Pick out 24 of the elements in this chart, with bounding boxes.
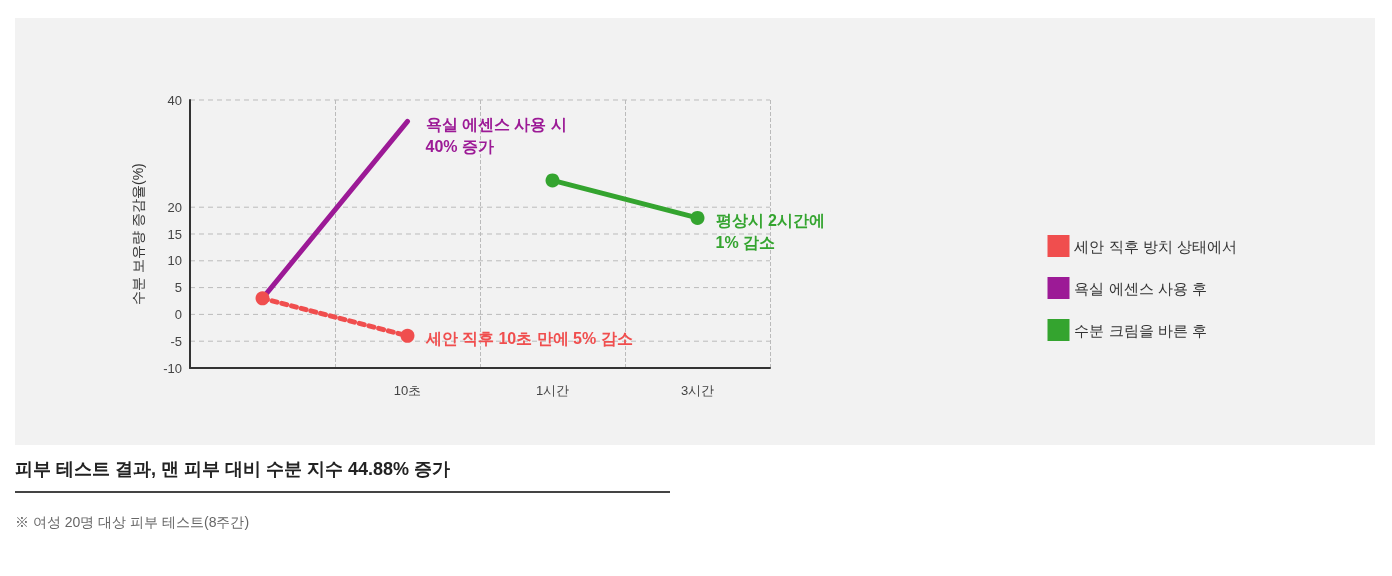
legend-label: 욕실 에센스 사용 후 (1074, 279, 1208, 297)
y-tick-label: 20 (167, 199, 182, 215)
legend-label: 세안 직후 방치 상태에서 (1074, 237, 1238, 255)
y-tick-label: 40 (167, 92, 182, 108)
point (255, 291, 270, 306)
text: ※ 여성 20명 대상 피부 테스트(8주간) (15, 514, 250, 530)
y-tick-label: -10 (163, 360, 182, 376)
y-tick-label: 10 (167, 253, 182, 269)
legend-label: 수분 크림을 바른 후 (1074, 321, 1208, 339)
annotation: 세안 직후 10초 만에 5% 감소 (424, 330, 633, 348)
annotation: 욕실 에센스 사용 시 40% 증가 (425, 115, 567, 155)
text: 피부 테스트 결과, 맨 피부 대비 수분 지수 44.88% 증가 (15, 459, 451, 479)
y-tick-label: 0 (174, 306, 182, 322)
x-tick-label: 1시간 (535, 383, 570, 398)
y-tick-label: 5 (174, 280, 182, 296)
y-tick-label: 15 (167, 226, 182, 242)
x-tick-label: 3시간 (680, 383, 715, 398)
annotation: 평상시 2시간에 1% 감소 (715, 212, 825, 252)
point (690, 210, 705, 225)
point (545, 173, 560, 188)
y-axis-title: 수분 보유량 증감율(%) (130, 163, 146, 305)
point (400, 328, 415, 343)
x-tick-label: 10초 (393, 383, 422, 398)
y-tick-label: -5 (170, 333, 182, 349)
